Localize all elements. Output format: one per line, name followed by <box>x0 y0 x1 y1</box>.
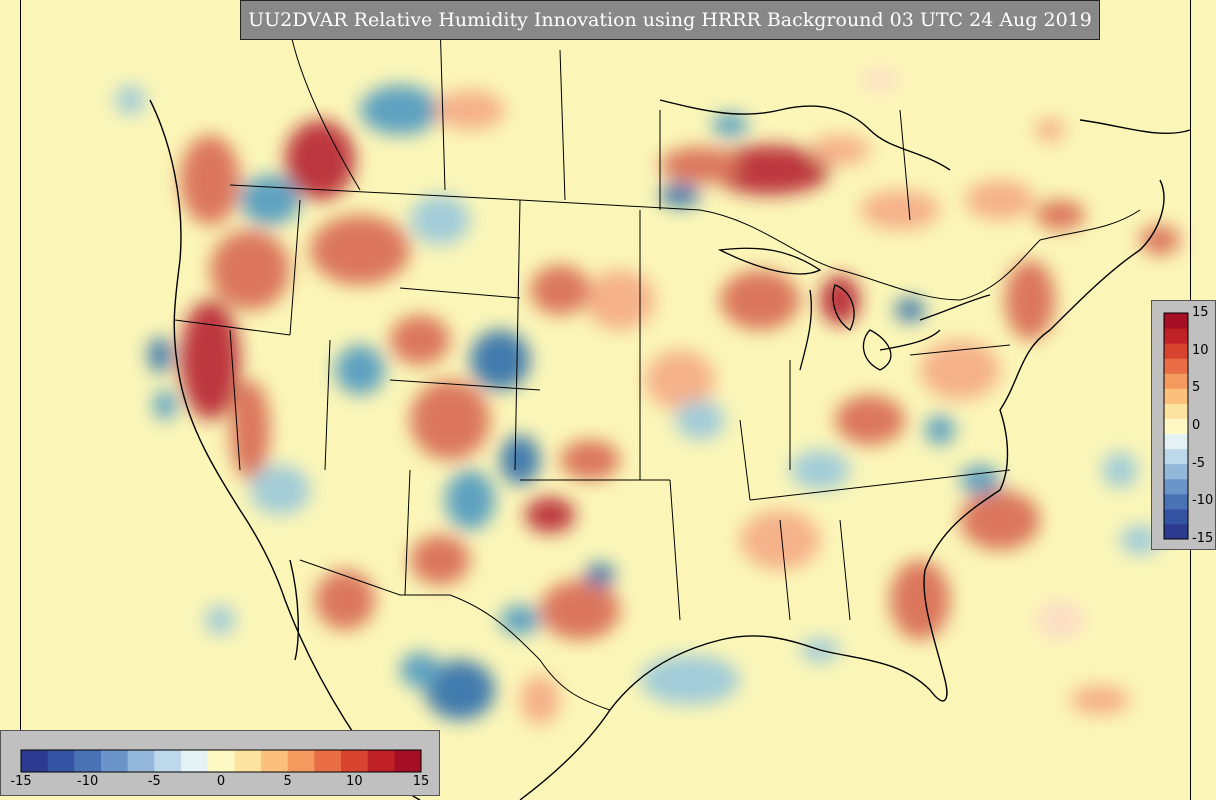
colorbar-swatch <box>1164 478 1188 495</box>
colorbar-swatch <box>1164 358 1188 374</box>
colorbar-swatch <box>1164 448 1188 465</box>
colorbar-swatch <box>1164 433 1188 450</box>
colorbar-swatch <box>1164 523 1188 540</box>
colorbar-tick-label: -10 <box>1192 493 1214 509</box>
colorbar-tick-label: -15 <box>10 774 32 789</box>
colorbar-swatch <box>1164 343 1188 359</box>
colorbar-swatch <box>1164 463 1188 480</box>
colorbar-swatch <box>154 750 182 772</box>
colorbar-swatch <box>1164 403 1188 419</box>
coastlines <box>149 99 1191 800</box>
colorbar-outline <box>1163 312 1189 540</box>
colorbar-swatch <box>234 750 262 772</box>
colorbar-swatch <box>1164 493 1188 510</box>
innovation-field <box>115 68 1180 725</box>
colorbar-swatch <box>207 750 235 772</box>
colorbar-swatch <box>367 750 395 772</box>
colorbar-tick-label: 10 <box>346 774 363 789</box>
colorbar-tick-label: -10 <box>77 774 99 789</box>
colorbar-tick-label: -5 <box>1192 455 1205 471</box>
colorbar-horizontal: -15 -10 -5 0 5 10 15 <box>0 730 440 796</box>
colorbar-swatch <box>1164 388 1188 404</box>
colorbar-swatch <box>74 750 102 772</box>
colorbar-tick-label: 10 <box>1192 342 1209 358</box>
colorbar-swatch <box>287 750 315 772</box>
colorbar-swatch <box>314 750 342 772</box>
colorbar-swatch <box>1164 373 1188 389</box>
colorbar-swatch <box>21 750 49 772</box>
colorbar-tick-label: 0 <box>216 774 226 789</box>
colorbar-swatch <box>1164 418 1188 435</box>
colorbar-tick-label: 5 <box>1192 380 1201 396</box>
colorbar-tick-label: 15 <box>412 774 430 789</box>
great-lakes <box>717 247 991 371</box>
colorbar-tick-label: 15 <box>1192 305 1209 320</box>
colorbar-swatch <box>101 750 129 772</box>
colorbar-outline <box>20 749 422 773</box>
colorbar-swatch <box>341 750 369 772</box>
colorbar-tick-label: 0 <box>1192 418 1201 433</box>
map-title: UU2DVAR Relative Humidity Innovation usi… <box>240 0 1100 40</box>
colorbar-swatch <box>47 750 75 772</box>
colorbar-vertical: 15 10 5 0 -5 -10 -15 <box>1151 300 1216 550</box>
colorbar-swatch <box>127 750 155 772</box>
colorbar-swatch <box>1164 508 1188 525</box>
colorbar-swatch <box>181 750 209 772</box>
colorbar-swatch <box>394 750 422 772</box>
colorbar-swatch <box>1164 313 1188 329</box>
colorbar-swatch <box>261 750 289 772</box>
colorbar-tick-label: -5 <box>147 774 161 789</box>
colorbar-tick-label: 5 <box>283 774 292 789</box>
colorbar-swatch <box>1164 328 1188 344</box>
colorbar-tick-label: -15 <box>1192 531 1214 546</box>
borders <box>174 19 1141 711</box>
map-frame-left <box>20 0 21 730</box>
colorbar-horizontal-scale <box>20 749 422 773</box>
colorbar-vertical-scale <box>1163 312 1189 540</box>
